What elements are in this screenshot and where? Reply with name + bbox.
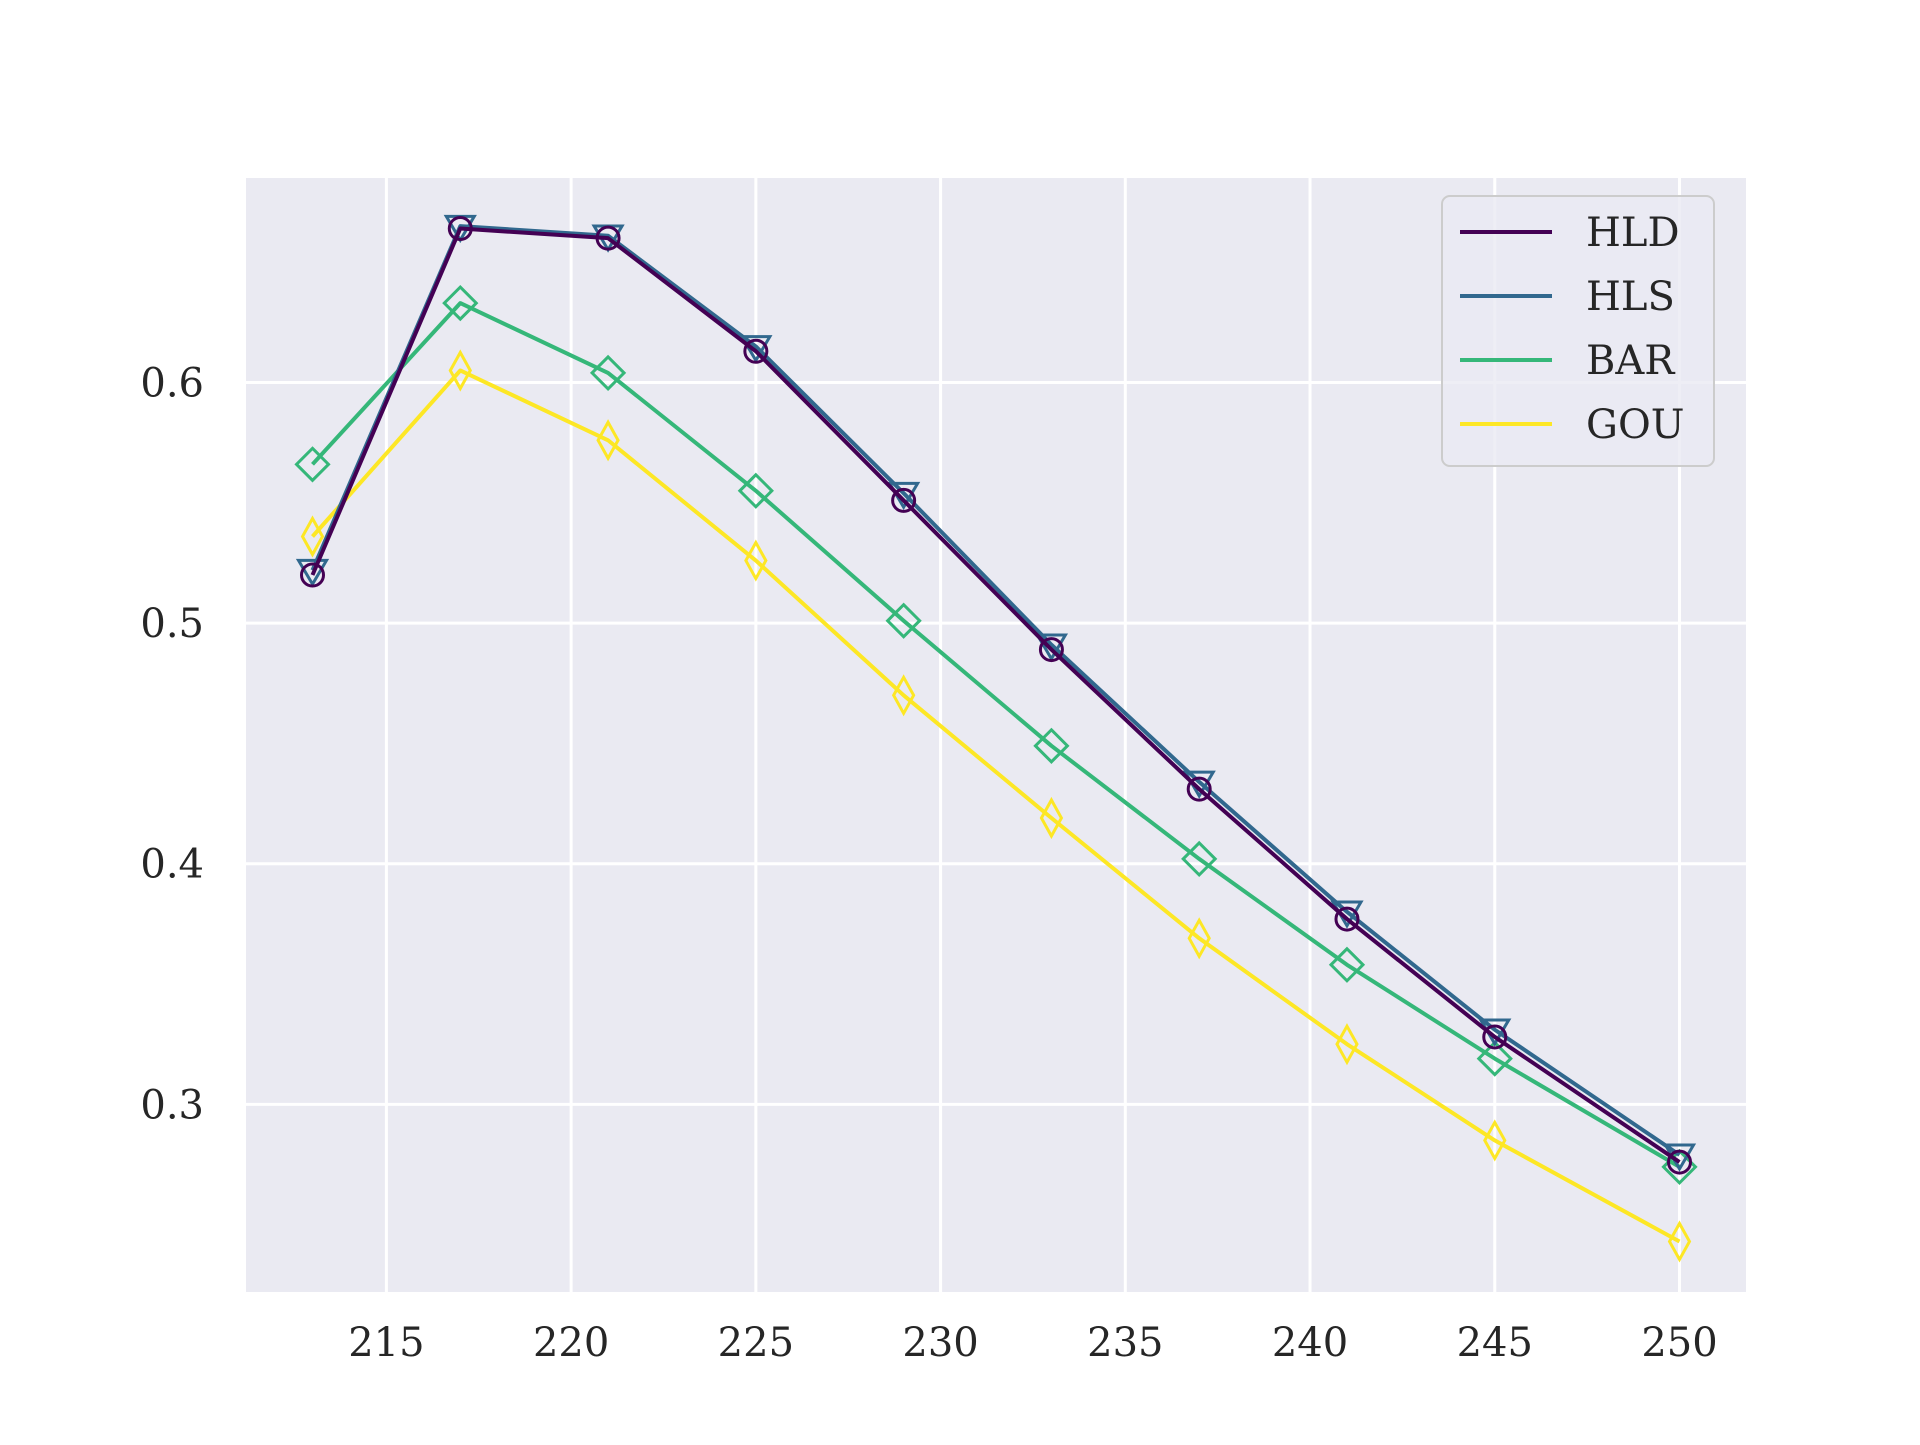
data-point-bar (589, 354, 627, 392)
data-point-bar (1328, 946, 1366, 983)
data-point-gou (1483, 1119, 1507, 1162)
data-point-gou (744, 539, 768, 582)
data-point-bar (737, 472, 774, 509)
y-tick-label: 0.3 (140, 1082, 204, 1128)
data-point-bar (294, 446, 331, 483)
data-point-bar (1181, 840, 1218, 878)
x-tick-label: 230 (902, 1320, 978, 1366)
data-point-hld (595, 225, 621, 251)
data-point-hld (300, 562, 326, 588)
data-point-bar (1033, 727, 1070, 764)
data-point-gou (300, 515, 325, 558)
series-layer (294, 214, 1698, 1263)
x-tick-label: 215 (348, 1320, 424, 1366)
x-tick-label: 235 (1087, 1320, 1163, 1366)
y-tick-label: 0.6 (140, 361, 204, 407)
data-point-bar (442, 284, 479, 322)
data-point-gou (596, 419, 620, 462)
y-tick-label: 0.5 (140, 601, 204, 647)
legend: HLD HLS BAR GOU (1441, 195, 1715, 467)
legend-label-bar: BAR (1586, 338, 1676, 384)
series-line-gou (311, 368, 1681, 1244)
data-point-hld (447, 216, 473, 242)
legend-box (1441, 195, 1715, 467)
data-point-gou (1039, 796, 1064, 840)
x-tick-label: 220 (533, 1320, 609, 1366)
legend-label-hls: HLS (1586, 274, 1675, 320)
legend-label-gou: GOU (1586, 402, 1684, 448)
data-point-hld (1186, 776, 1212, 802)
series-bar (294, 284, 1698, 1186)
data-point-hld (1666, 1149, 1692, 1175)
x-axis-ticks: 215 220 225 230 235 240 245 250 (348, 1320, 1717, 1366)
series-line-bar (311, 301, 1681, 1169)
data-point-gou (1335, 1023, 1359, 1066)
data-point-hls (295, 558, 330, 588)
y-tick-label: 0.4 (140, 842, 204, 888)
data-point-hld (743, 338, 769, 364)
data-point-hld (1038, 637, 1064, 663)
legend-label-hld: HLD (1586, 210, 1680, 256)
data-point-hls (739, 335, 773, 364)
data-point-hld (1334, 906, 1360, 932)
series-gou (300, 349, 1692, 1263)
data-point-gou (448, 349, 473, 392)
data-point-bar (1476, 1040, 1513, 1077)
series-line-hld (310, 226, 1681, 1164)
x-tick-label: 240 (1272, 1320, 1348, 1366)
data-point-gou (891, 674, 916, 717)
data-point-hld (891, 487, 917, 513)
data-point-hld (1482, 1024, 1508, 1050)
x-tick-label: 250 (1641, 1320, 1717, 1366)
y-axis-ticks: 0.3 0.4 0.5 0.6 (140, 361, 204, 1129)
data-point-gou (1187, 917, 1211, 960)
x-tick-label: 245 (1457, 1320, 1533, 1366)
data-point-gou (1667, 1220, 1692, 1263)
data-point-bar (885, 602, 922, 639)
x-tick-label: 225 (718, 1320, 794, 1366)
data-point-hls (1034, 633, 1069, 662)
series-line-hls (310, 224, 1681, 1157)
series-hld (300, 216, 1692, 1175)
